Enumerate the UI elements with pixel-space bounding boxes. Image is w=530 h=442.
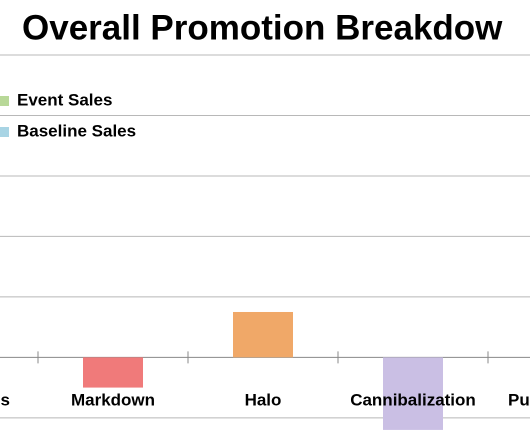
legend-label: Event Sales	[17, 90, 112, 109]
legend-swatch	[0, 96, 9, 106]
x-tick-label: s	[1, 390, 10, 409]
legend-swatch	[0, 127, 9, 137]
x-tick-label: Cannibalization	[350, 390, 476, 409]
x-tick-label: Halo	[245, 390, 282, 409]
bar	[383, 357, 443, 430]
bar	[83, 357, 143, 388]
chart-title: Overall Promotion Breakdow	[22, 8, 503, 47]
x-tick-label: Markdown	[71, 390, 155, 409]
bar	[233, 311, 293, 358]
x-tick-label: Pu	[508, 390, 530, 409]
legend-label: Baseline Sales	[17, 121, 136, 140]
